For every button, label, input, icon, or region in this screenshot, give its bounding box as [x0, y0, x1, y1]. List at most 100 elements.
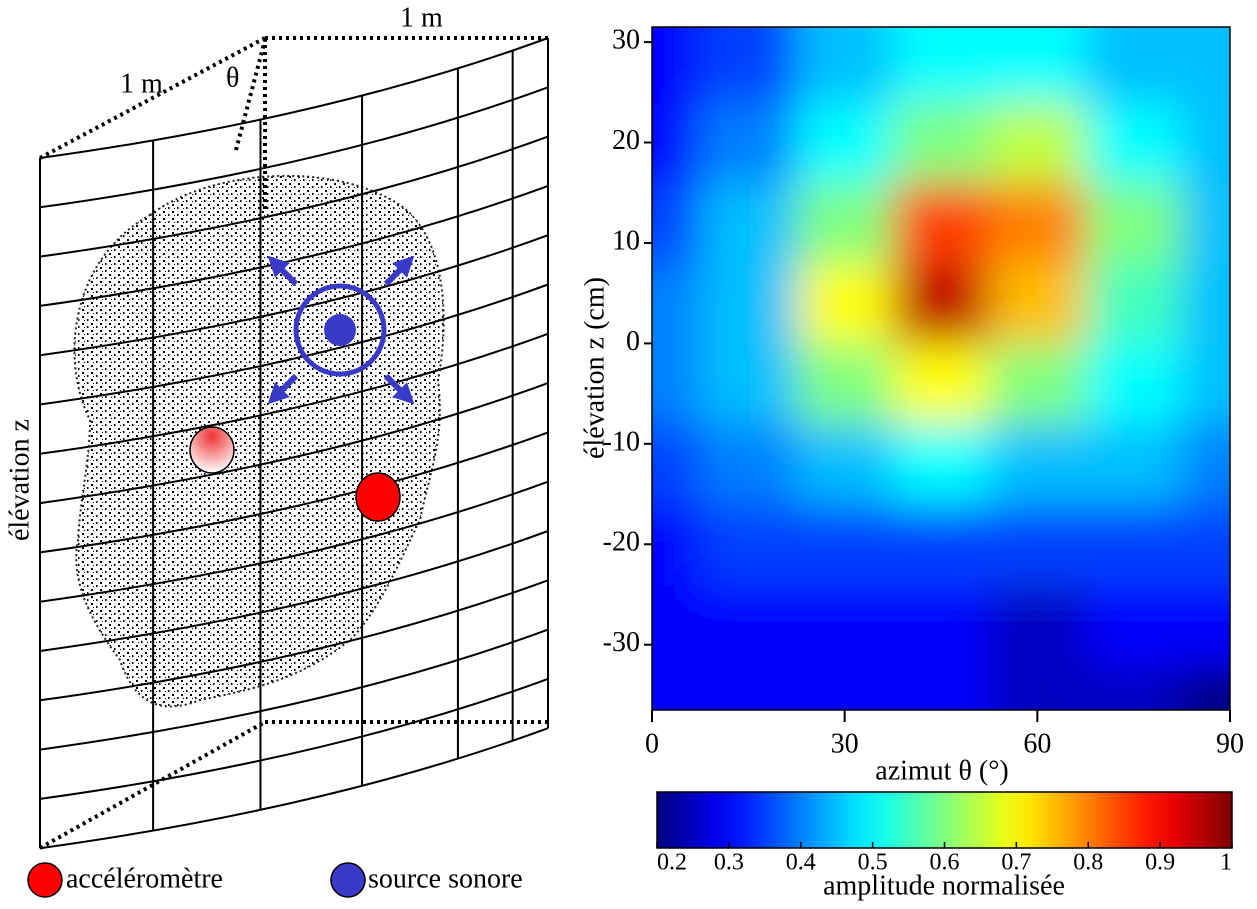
x-tick-label: 90	[1216, 728, 1244, 759]
grid-curve	[39, 382, 549, 505]
x-tick-label: 30	[831, 728, 859, 759]
y-tick-label: 20	[612, 125, 640, 156]
y-tick-label: -30	[603, 627, 640, 658]
heat-cell	[892, 504, 990, 585]
accelerometer	[189, 426, 235, 474]
y-axis-label: élévation z (cm)	[579, 277, 610, 459]
y-tick-label: 10	[612, 225, 640, 256]
heat-cell	[989, 263, 1086, 344]
heat-cell	[989, 584, 1086, 666]
heat-cell	[1085, 263, 1183, 344]
heat-cell	[892, 102, 990, 184]
diagram: 1 m 1 m θ élévation z accéléromètre sour…	[4, 2, 549, 898]
heat-cell	[1085, 584, 1183, 666]
heat-cell	[700, 584, 797, 666]
heat-cell	[1085, 423, 1183, 505]
heat-cell	[796, 102, 894, 184]
heat-cell	[796, 584, 894, 666]
heat-cell	[796, 343, 894, 425]
heat-cell	[1181, 584, 1230, 666]
heat-cell	[989, 182, 1086, 264]
angle-label: θ	[226, 62, 239, 93]
heat-cell	[892, 664, 990, 710]
heat-cell	[796, 263, 894, 344]
heat-cell	[1085, 27, 1183, 103]
heat-cell	[652, 27, 701, 103]
colorbar-tick-label: 0.2	[657, 850, 687, 876]
colorbar	[656, 791, 1233, 849]
grid-curve	[39, 480, 549, 603]
x-tick-label: 0	[645, 728, 659, 759]
heat-cell	[652, 182, 701, 264]
heat-cell	[892, 263, 990, 344]
heat-cell	[796, 423, 894, 505]
heat-cell	[796, 182, 894, 264]
heat-cell	[1181, 263, 1230, 344]
heat-cell	[1085, 504, 1183, 585]
heat-cell	[1181, 664, 1230, 710]
heat-cell	[1181, 102, 1230, 184]
y-tick-label: -20	[603, 527, 640, 558]
heat-cell	[652, 584, 701, 666]
heat-cell	[1085, 664, 1183, 710]
heat-cell	[652, 263, 701, 344]
colorbar-label: amplitude normalisée	[823, 870, 1065, 901]
guide	[234, 39, 267, 151]
grid-curve	[39, 431, 549, 554]
legend-swatch	[330, 862, 366, 898]
legend-swatch	[27, 862, 63, 898]
heat-cell	[892, 27, 990, 103]
heat-cell	[1085, 182, 1183, 264]
heat-cell	[700, 504, 797, 585]
heat-cell	[1181, 423, 1230, 505]
heat-cell	[892, 584, 990, 666]
heat-cell	[652, 102, 701, 184]
heat-cell	[700, 664, 797, 710]
heat-cell	[652, 504, 701, 585]
legend-label: accéléromètre	[66, 863, 223, 894]
heat-cell	[1181, 27, 1230, 103]
skull	[73, 174, 445, 708]
width-label: 1 m	[400, 2, 443, 33]
heat-cell	[700, 423, 797, 505]
plot-frame	[651, 26, 1231, 711]
heat-cell	[1181, 504, 1230, 585]
heat-cell	[989, 343, 1086, 425]
y-tick-label: 0	[626, 326, 640, 357]
grid-curve	[39, 727, 549, 850]
heat-cell	[652, 423, 701, 505]
heat-cell	[989, 102, 1086, 184]
grid-curve	[39, 332, 549, 455]
heat-cell	[892, 343, 990, 425]
accelerometer	[355, 472, 401, 522]
grid-curve	[39, 184, 549, 307]
grid-curve	[39, 234, 549, 357]
heat-cell	[652, 343, 701, 425]
grid-curve	[39, 135, 549, 258]
x-tick-label: 60	[1023, 728, 1051, 759]
grid-curve	[39, 579, 549, 702]
heat-cell	[892, 182, 990, 264]
colorbar-tick-label: 0.7	[1001, 850, 1031, 876]
heat-cell	[700, 27, 797, 103]
heat-cell	[700, 102, 797, 184]
grid-curve	[39, 628, 549, 751]
grid-curve	[39, 86, 549, 209]
colorbar-tick-label: 0.6	[930, 850, 960, 876]
heat-cell	[1181, 343, 1230, 425]
colorbar-tick-label: 0.8	[1073, 850, 1103, 876]
grid-curve	[39, 37, 549, 159]
heat-cell	[1085, 102, 1183, 184]
heat-cell	[700, 263, 797, 344]
colorbar-tick-label: 0.4	[786, 850, 816, 876]
grid-curve	[39, 530, 549, 652]
heat-cell	[700, 182, 797, 264]
x-axis-label: azimut θ (°)	[875, 755, 1008, 786]
colorbar-tick-label: 0.3	[714, 850, 744, 876]
colorbar-tick-label: 0.5	[858, 850, 888, 876]
heat-cell	[989, 27, 1086, 103]
heat-cell	[989, 664, 1086, 710]
guide	[39, 36, 266, 160]
source	[267, 255, 415, 405]
